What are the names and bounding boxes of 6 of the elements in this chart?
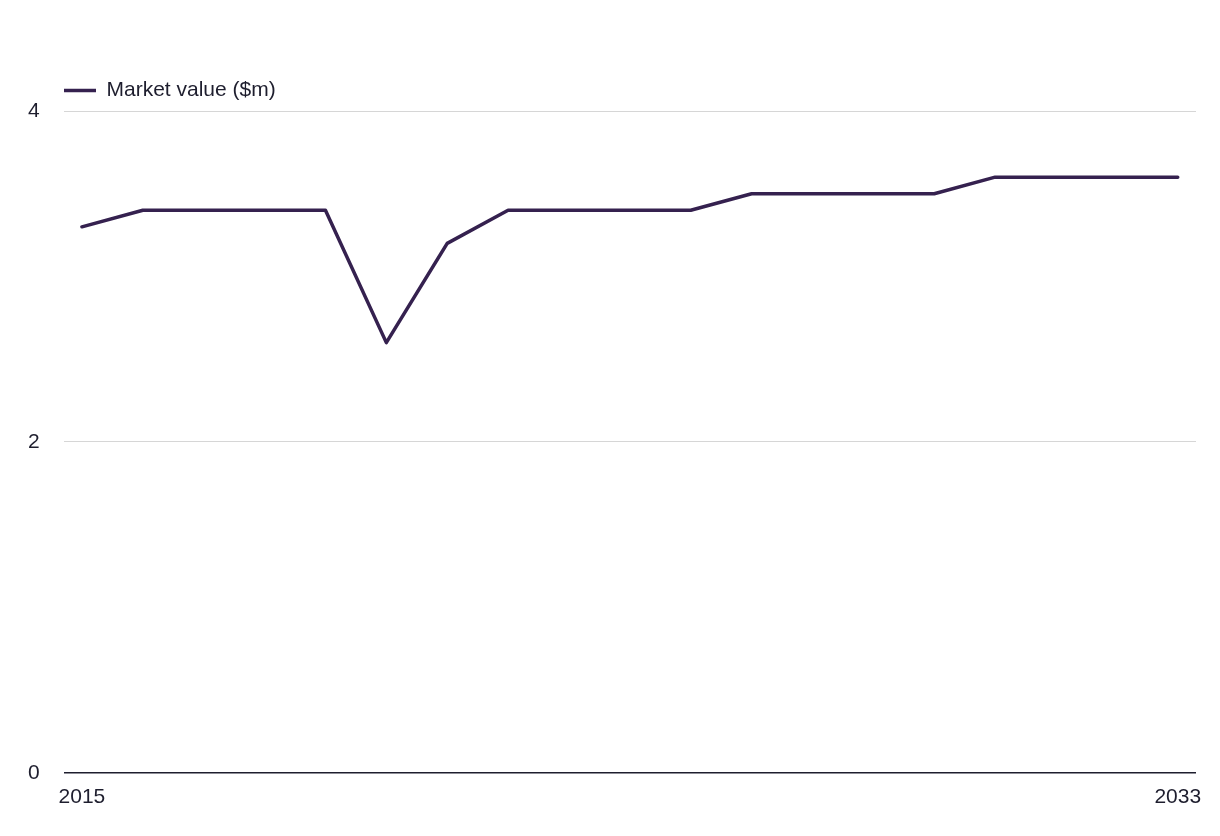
y-tick-label: 4 [27, 97, 40, 121]
x-tick-label: 2033 [1154, 784, 1202, 808]
x-tick-label: 2015 [58, 784, 106, 808]
y-tick-label: 2 [27, 428, 40, 452]
legend-label: Market value ($m) [106, 77, 276, 101]
y-tick-label: 0 [27, 759, 40, 783]
